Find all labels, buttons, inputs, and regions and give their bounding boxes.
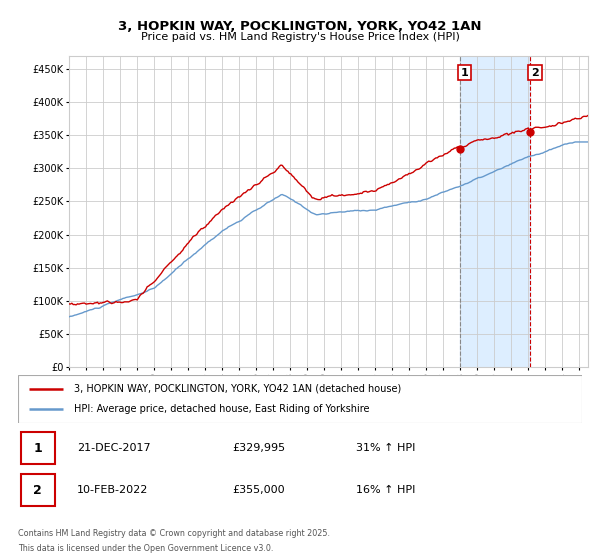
Text: 31% ↑ HPI: 31% ↑ HPI: [356, 443, 416, 453]
Text: This data is licensed under the Open Government Licence v3.0.: This data is licensed under the Open Gov…: [18, 544, 274, 553]
Text: 10-FEB-2022: 10-FEB-2022: [77, 485, 149, 495]
Text: 1: 1: [461, 68, 469, 77]
Text: 16% ↑ HPI: 16% ↑ HPI: [356, 485, 416, 495]
Text: 3, HOPKIN WAY, POCKLINGTON, YORK, YO42 1AN: 3, HOPKIN WAY, POCKLINGTON, YORK, YO42 1…: [118, 20, 482, 32]
Text: £329,995: £329,995: [232, 443, 286, 453]
FancyBboxPatch shape: [21, 474, 55, 506]
Text: Contains HM Land Registry data © Crown copyright and database right 2025.: Contains HM Land Registry data © Crown c…: [18, 529, 330, 538]
Text: £355,000: £355,000: [232, 485, 285, 495]
Text: 2: 2: [34, 483, 42, 497]
FancyBboxPatch shape: [21, 432, 55, 464]
FancyBboxPatch shape: [18, 375, 582, 423]
Text: 2: 2: [531, 68, 539, 77]
Bar: [460, 56, 530, 367]
Text: Price paid vs. HM Land Registry's House Price Index (HPI): Price paid vs. HM Land Registry's House …: [140, 32, 460, 42]
Text: HPI: Average price, detached house, East Riding of Yorkshire: HPI: Average price, detached house, East…: [74, 404, 370, 414]
Text: 21-DEC-2017: 21-DEC-2017: [77, 443, 151, 453]
Text: 3, HOPKIN WAY, POCKLINGTON, YORK, YO42 1AN (detached house): 3, HOPKIN WAY, POCKLINGTON, YORK, YO42 1…: [74, 384, 401, 394]
Text: 1: 1: [34, 441, 42, 455]
